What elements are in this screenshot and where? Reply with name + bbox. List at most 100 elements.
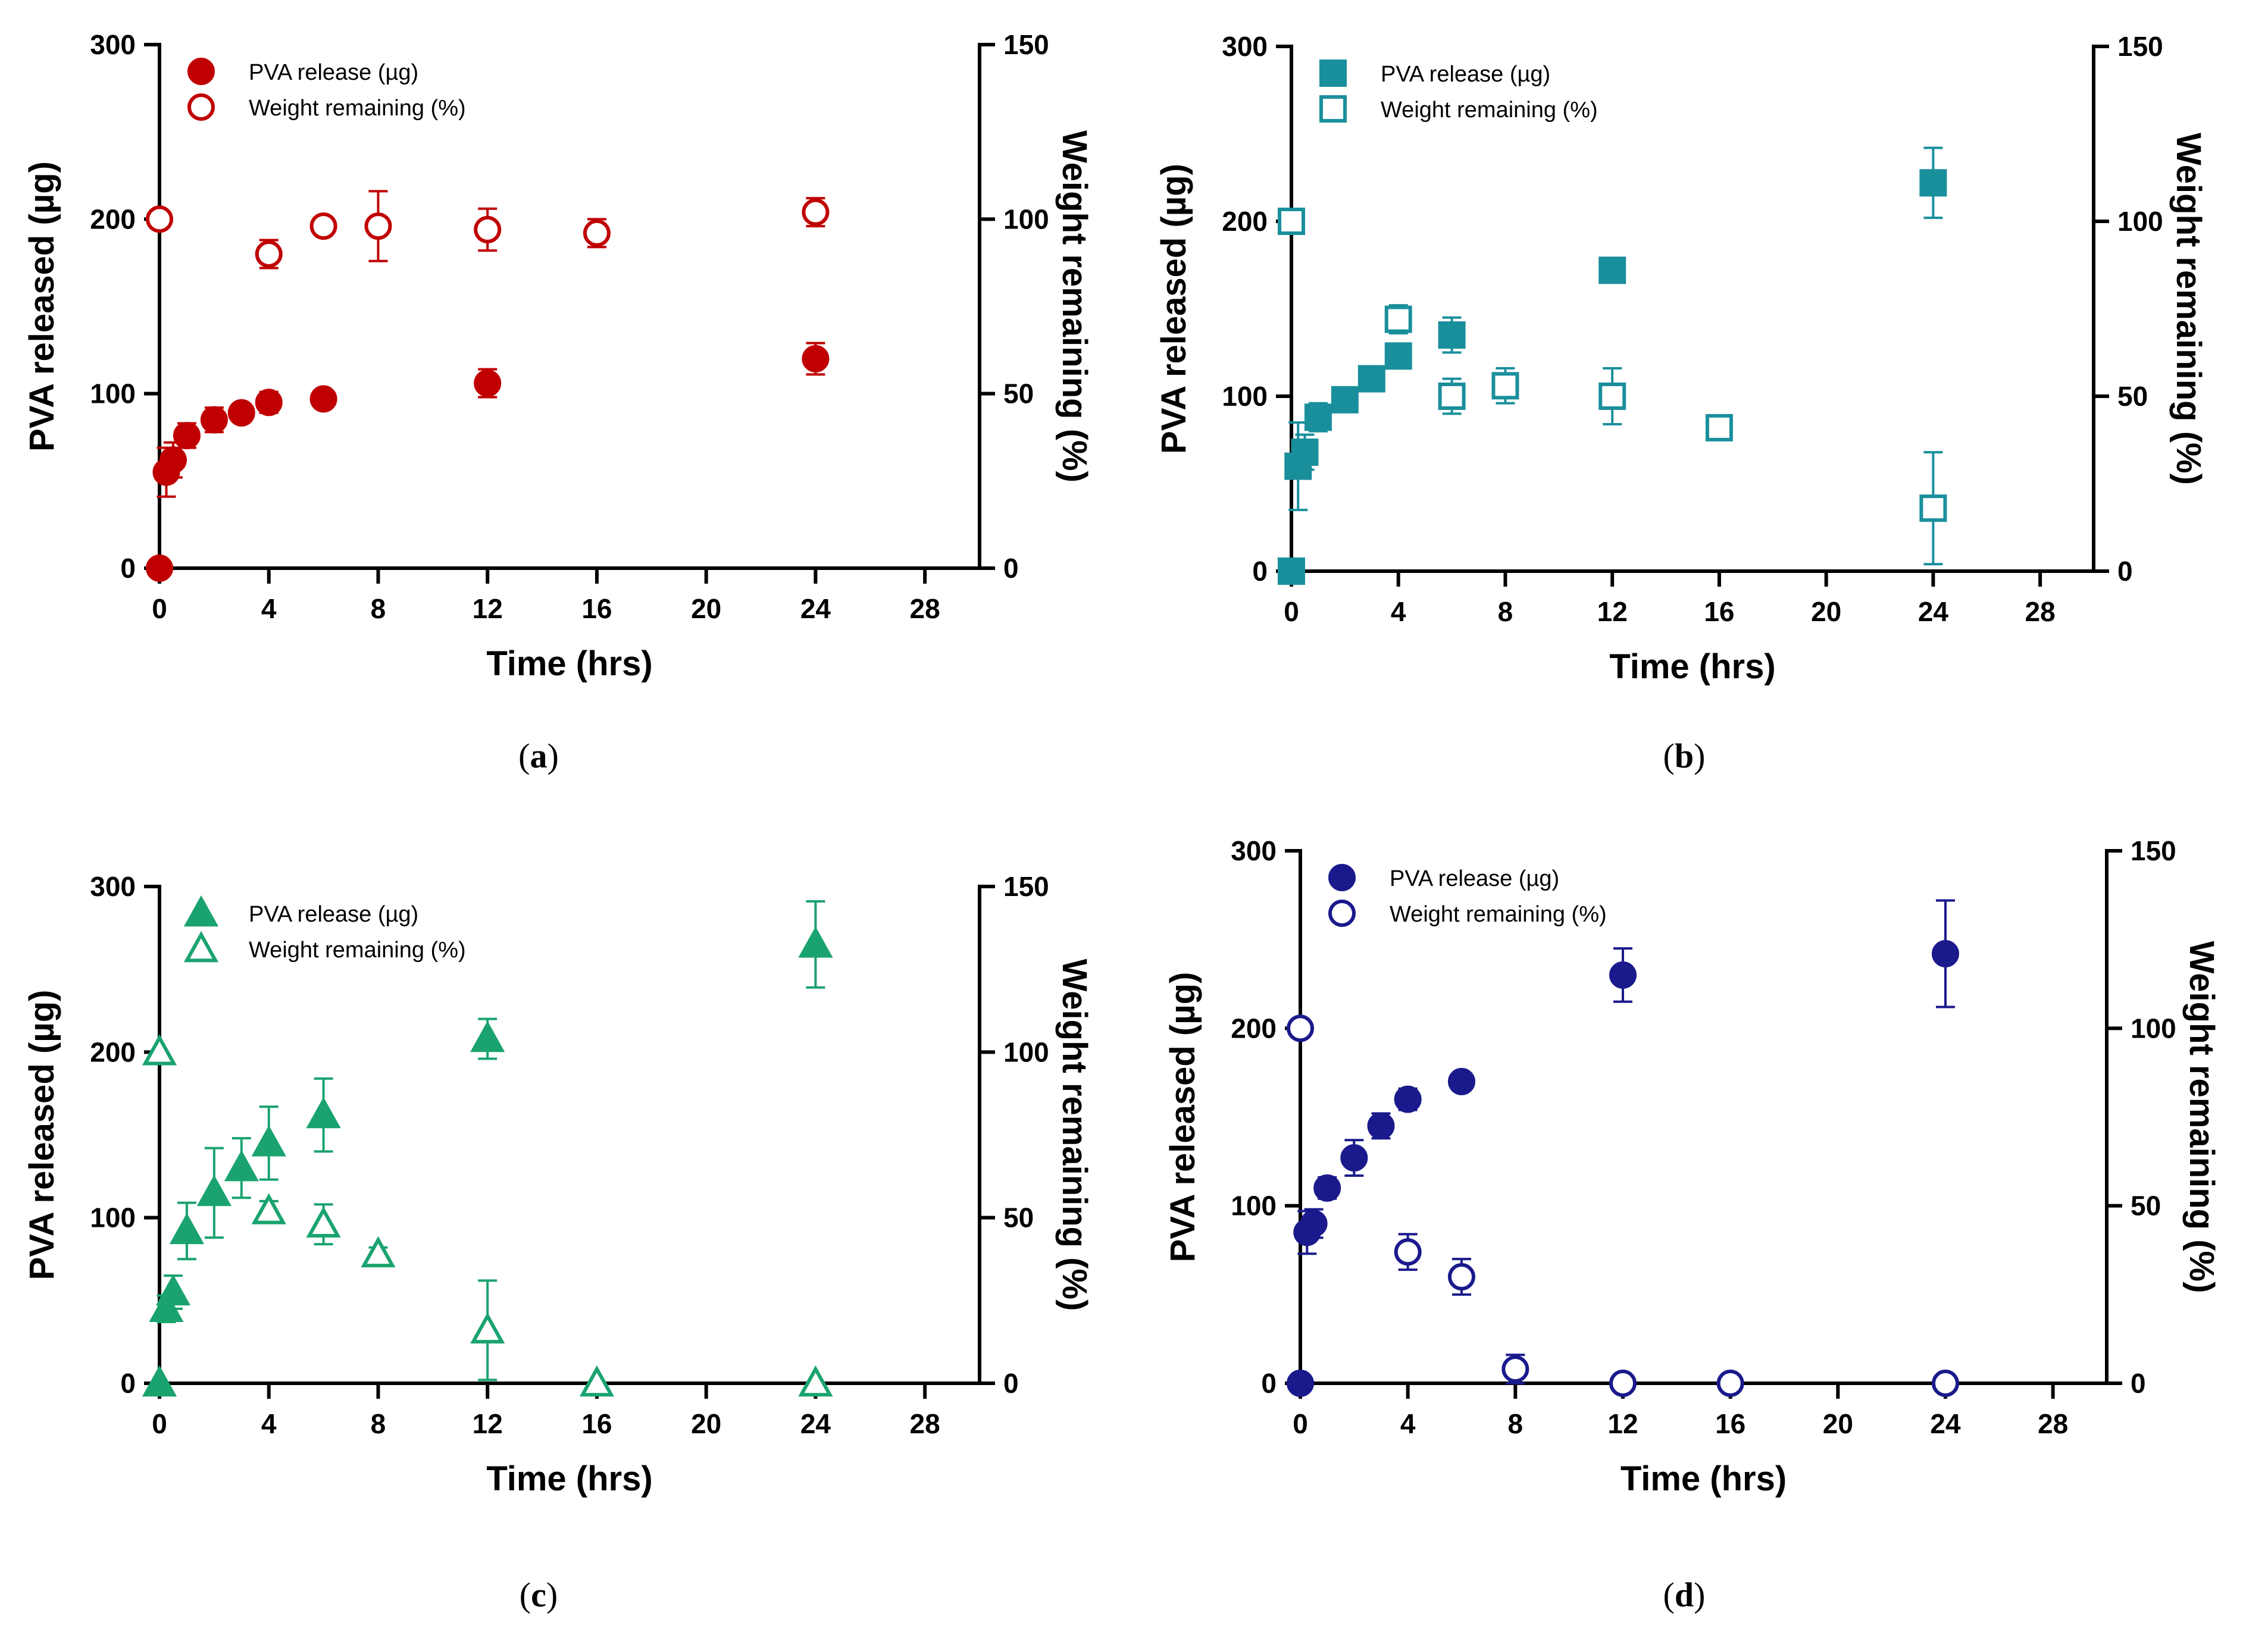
- y-tick-label-right: 150: [1003, 871, 1049, 902]
- legend-marker-release: [1319, 59, 1347, 87]
- legend-label-release: PVA release (µg): [249, 902, 418, 927]
- x-tick-label: 24: [800, 593, 831, 624]
- y-tick-label-right: 150: [1003, 29, 1049, 60]
- caption-close-paren: ): [546, 1575, 558, 1614]
- legend-marker-weight: [1328, 900, 1356, 927]
- x-tick-label: 4: [261, 1408, 277, 1439]
- data-point: [1340, 1144, 1368, 1172]
- data-point: [1438, 383, 1466, 410]
- y-tick-label-left: 0: [1261, 1368, 1277, 1399]
- data-point: [227, 399, 255, 427]
- y-tick-label-left: 200: [1231, 1013, 1277, 1044]
- data-point: [1438, 321, 1466, 349]
- y-tick-label-right: 0: [2117, 556, 2133, 587]
- x-tick-label: 0: [1284, 596, 1299, 627]
- legend-label-weight: Weight remaining (%): [1390, 902, 1607, 927]
- data-point: [1287, 1014, 1314, 1042]
- chart-panel-a: 0 4 8 12 16 20 24 28 0 100 200 300 0 50 100 150 Time (hr…: [23, 29, 1094, 775]
- data-point: [1448, 1263, 1475, 1290]
- x-tick-label: 24: [1930, 1408, 1961, 1439]
- data-point: [474, 369, 502, 397]
- data-point: [306, 1097, 341, 1129]
- x-tick-label: 16: [581, 1408, 612, 1439]
- x-tick-label: 0: [1293, 1408, 1308, 1439]
- data-point: [255, 240, 283, 268]
- x-axis-title: Time (hrs): [486, 1459, 652, 1498]
- series-weight-remaining: [146, 190, 830, 270]
- data-point: [1932, 1370, 1959, 1397]
- panel-caption: (c): [520, 1575, 558, 1614]
- x-tick-label: 28: [2038, 1408, 2068, 1439]
- data-point: [1384, 342, 1412, 370]
- caption-close-paren: ): [548, 737, 559, 775]
- data-point: [1287, 1370, 1314, 1397]
- data-point: [1394, 1085, 1422, 1113]
- panel-caption: (d): [1663, 1575, 1706, 1614]
- x-tick-label: 12: [1607, 1408, 1638, 1439]
- x-tick-label: 4: [1400, 1408, 1416, 1439]
- x-tick-label: 28: [910, 593, 940, 624]
- x-tick-label: 4: [1391, 596, 1406, 627]
- x-tick-label: 8: [1498, 596, 1513, 627]
- data-point: [1384, 305, 1412, 333]
- legend: PVA release (µg) Weight remaining (%): [1328, 864, 1607, 927]
- x-axis-title: Time (hrs): [1609, 647, 1775, 686]
- series-pva-release: [1287, 899, 1959, 1397]
- y-tick-label-right: 100: [1003, 1036, 1049, 1067]
- panel-caption: (b): [1663, 737, 1706, 775]
- y-axis-title-left: PVA released (µg): [23, 161, 61, 452]
- y-tick-label-right: 0: [2131, 1368, 2146, 1399]
- x-tick-label: 16: [1715, 1408, 1745, 1439]
- data-point: [1367, 1112, 1395, 1140]
- y-axis-title-right: Weight remaining (%): [2169, 133, 2208, 485]
- x-tick-label: 28: [910, 1408, 940, 1439]
- x-tick-label: 20: [1823, 1408, 1853, 1439]
- caption-open-paren: (: [520, 1575, 531, 1614]
- data-point: [169, 1213, 205, 1245]
- x-tick-label: 16: [1704, 596, 1734, 627]
- data-point: [583, 219, 611, 247]
- legend-marker-weight: [1319, 95, 1347, 123]
- data-point: [1598, 256, 1626, 284]
- y-tick-label-right: 50: [1003, 378, 1034, 409]
- y-tick-label-right: 50: [2131, 1191, 2161, 1221]
- legend-marker-release: [1328, 864, 1356, 891]
- y-tick-label-left: 100: [90, 1202, 136, 1233]
- y-tick-label-right: 100: [1003, 203, 1049, 234]
- data-point: [1394, 1238, 1422, 1266]
- legend-label-weight: Weight remaining (%): [249, 938, 466, 963]
- data-point: [802, 198, 830, 226]
- chart-panel-c: 0 4 8 12 16 20 24 28 0 100 200 300 0 50 100 150 Time (hr…: [23, 871, 1094, 1614]
- data-point: [1919, 169, 1947, 197]
- x-tick-label: 24: [800, 1408, 831, 1439]
- y-tick-label-right: 0: [1003, 553, 1019, 584]
- data-point: [142, 1365, 177, 1397]
- y-tick-label-left: 200: [90, 1036, 136, 1067]
- data-point: [1705, 413, 1733, 441]
- y-tick-label-left: 100: [90, 378, 136, 409]
- data-point: [251, 1125, 286, 1157]
- data-point: [1716, 1370, 1744, 1397]
- data-point: [470, 1312, 505, 1344]
- data-point: [255, 389, 283, 416]
- data-point: [802, 345, 830, 372]
- legend-label-weight: Weight remaining (%): [249, 96, 466, 121]
- series-pva-release: [1278, 146, 1947, 585]
- series-weight-remaining: [1287, 1014, 1959, 1397]
- legend: PVA release (µg) Weight remaining (%): [183, 895, 466, 963]
- y-axis-title-right: Weight remaining (%): [1055, 959, 1094, 1311]
- series-weight-remaining: [1278, 208, 1947, 566]
- data-point: [146, 205, 173, 233]
- x-tick-label: 12: [473, 593, 503, 624]
- data-point: [798, 926, 833, 958]
- data-point: [146, 555, 173, 582]
- y-tick-label-right: 50: [1003, 1202, 1034, 1233]
- data-point: [309, 385, 337, 413]
- panel-caption: (a): [518, 737, 559, 775]
- y-tick-label-right: 100: [2117, 206, 2163, 237]
- y-tick-label-left: 200: [90, 203, 136, 234]
- legend: PVA release (µg) Weight remaining (%): [1319, 59, 1598, 123]
- data-point: [1609, 961, 1637, 989]
- y-tick-label-left: 300: [1231, 835, 1277, 866]
